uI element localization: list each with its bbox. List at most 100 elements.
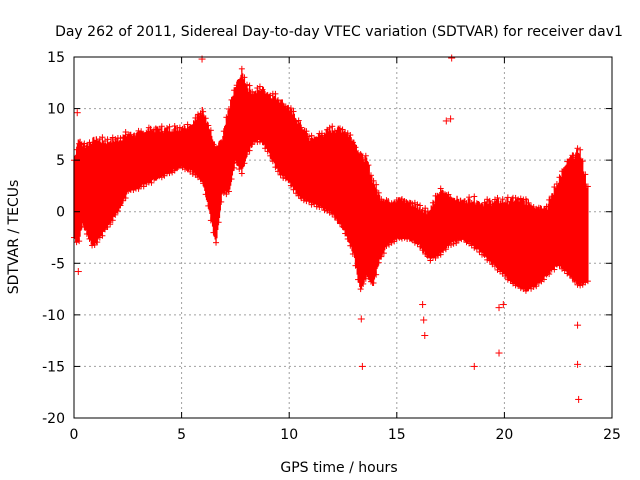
data-point: [538, 205, 545, 212]
outlier-point: [73, 109, 81, 117]
data-point: [148, 179, 155, 186]
data-point: [210, 141, 217, 148]
y-tick-label: 15: [47, 50, 65, 66]
data-point: [200, 108, 207, 115]
data-point: [574, 145, 581, 152]
data-point: [205, 122, 212, 129]
data-point: [528, 203, 535, 210]
data-point: [375, 189, 382, 196]
data-point: [499, 196, 506, 203]
data-point: [104, 224, 111, 231]
data-point: [329, 123, 336, 130]
data-point: [171, 167, 178, 174]
data-point: [355, 149, 362, 156]
data-point: [256, 83, 263, 90]
data-point: [442, 246, 449, 253]
data-point: [104, 136, 111, 143]
data-point: [213, 239, 220, 246]
data-point: [287, 105, 294, 112]
data-point: [378, 253, 385, 260]
data-point: [522, 196, 529, 203]
data-point: [435, 252, 442, 259]
outlier-point: [495, 304, 503, 312]
y-tick-label: -10: [42, 308, 65, 324]
data-point: [460, 198, 467, 205]
y-tick-label: 0: [56, 205, 65, 221]
data-point: [202, 115, 209, 122]
data-point: [579, 158, 586, 165]
data-point: [244, 81, 251, 88]
data-point: [370, 177, 377, 184]
chart-title: Day 262 of 2011, Sidereal Day-to-day VTE…: [55, 24, 623, 40]
data-point: [486, 197, 493, 204]
outlier-point: [575, 395, 583, 403]
outlier-point: [448, 54, 456, 62]
data-point: [76, 238, 83, 245]
data-point: [551, 266, 558, 273]
data-point: [584, 183, 591, 190]
data-point: [120, 197, 127, 204]
data-point: [99, 134, 106, 141]
data-point: [342, 129, 349, 136]
data-point: [135, 185, 142, 192]
data-point: [352, 144, 359, 151]
data-point: [535, 279, 542, 286]
y-tick-label: -5: [51, 256, 65, 272]
data-point: [122, 195, 129, 202]
data-point: [91, 242, 98, 249]
y-axis-label: SDTVAR / TECUs: [6, 180, 22, 295]
data-point: [207, 127, 214, 134]
data-point: [231, 164, 238, 171]
data-point: [225, 188, 232, 195]
data-point: [246, 82, 253, 89]
outlier-point: [358, 362, 366, 370]
data-point: [422, 205, 429, 212]
outlier-point: [495, 349, 503, 357]
data-point: [153, 174, 160, 181]
data-point: [582, 279, 589, 286]
data-point: [388, 239, 395, 246]
data-point: [130, 187, 137, 194]
data-point: [308, 201, 315, 208]
data-point: [114, 208, 121, 215]
data-point: [228, 176, 235, 183]
data-point: [517, 195, 524, 202]
y-tick-label: 5: [56, 153, 65, 169]
data-point: [391, 238, 398, 245]
data-point: [584, 278, 591, 285]
data-point: [360, 280, 367, 287]
outlier-point: [74, 268, 82, 276]
outlier-point: [421, 331, 429, 339]
data-point: [577, 282, 584, 289]
data-point: [525, 199, 532, 206]
data-point: [471, 193, 478, 200]
data-point: [577, 146, 584, 153]
data-point: [504, 194, 511, 201]
data-point: [357, 286, 364, 293]
x-tick-label: 20: [495, 427, 513, 443]
data-point: [81, 140, 88, 147]
data-point: [494, 194, 501, 201]
data-point: [365, 162, 372, 169]
outlier-point: [574, 360, 582, 368]
data-point: [244, 151, 251, 158]
data-point: [582, 171, 589, 178]
data-point: [378, 196, 385, 203]
outlier-point: [419, 301, 427, 309]
outlier-point: [499, 301, 507, 309]
data-point: [184, 121, 191, 128]
data-point: [540, 276, 547, 283]
data-point: [112, 211, 119, 218]
scatter-data: [71, 54, 591, 403]
data-point: [367, 172, 374, 179]
data-point: [298, 124, 305, 131]
data-point: [249, 141, 256, 148]
outlier-point: [420, 316, 428, 324]
x-axis-label: GPS time / hours: [280, 460, 397, 476]
data-point: [241, 160, 248, 167]
data-point: [362, 152, 369, 159]
data-point: [94, 239, 101, 246]
data-point: [215, 219, 222, 226]
data-point: [303, 128, 310, 135]
